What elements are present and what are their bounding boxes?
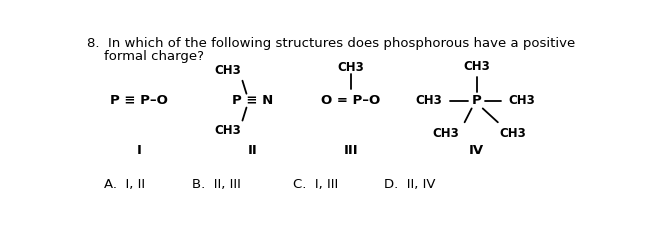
Text: formal charge?: formal charge? bbox=[87, 50, 204, 63]
Text: P ≡ N: P ≡ N bbox=[232, 94, 273, 107]
Text: II: II bbox=[248, 144, 257, 157]
Text: CH3: CH3 bbox=[500, 127, 526, 140]
Text: CH3: CH3 bbox=[337, 61, 364, 74]
Text: B.  II, III: B. II, III bbox=[192, 178, 241, 191]
Text: D.  II, IV: D. II, IV bbox=[384, 178, 435, 191]
Text: O = P–O: O = P–O bbox=[321, 94, 380, 107]
Text: 8.  In which of the following structures does phosphorous have a positive: 8. In which of the following structures … bbox=[87, 36, 575, 50]
Text: I: I bbox=[136, 144, 142, 157]
Text: III: III bbox=[343, 144, 358, 157]
Text: CH3: CH3 bbox=[463, 60, 490, 73]
Text: CH3: CH3 bbox=[214, 124, 240, 137]
Text: P ≡ P–O: P ≡ P–O bbox=[111, 94, 168, 107]
Text: C.  I, III: C. I, III bbox=[292, 178, 338, 191]
Text: IV: IV bbox=[469, 144, 484, 157]
Text: CH3: CH3 bbox=[509, 94, 536, 107]
Text: P: P bbox=[472, 94, 482, 107]
Text: CH3: CH3 bbox=[214, 64, 240, 77]
Text: CH3: CH3 bbox=[415, 94, 442, 107]
Text: CH3: CH3 bbox=[432, 127, 459, 140]
Text: A.  I, II: A. I, II bbox=[104, 178, 145, 191]
